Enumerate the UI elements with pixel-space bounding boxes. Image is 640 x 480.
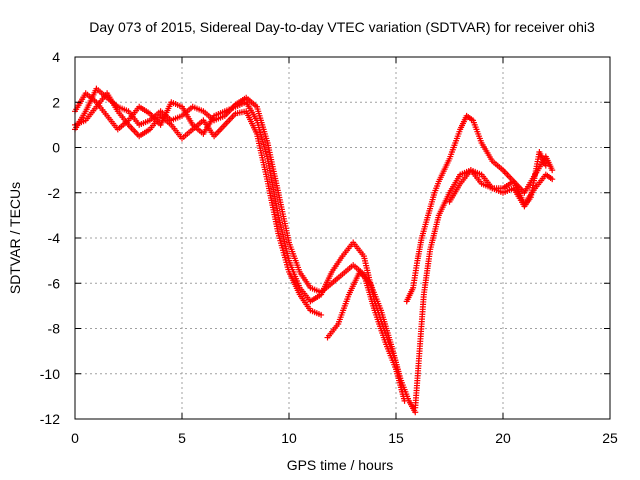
x-tick-label: 20 bbox=[495, 430, 511, 446]
x-tick-label: 0 bbox=[71, 430, 79, 446]
data-point bbox=[318, 311, 325, 318]
chart-title: Day 073 of 2015, Sidereal Day-to-day VTE… bbox=[89, 19, 595, 35]
series-points bbox=[403, 112, 556, 305]
series-points bbox=[72, 90, 406, 395]
y-tick-label: -6 bbox=[48, 275, 61, 291]
y-tick-label: 2 bbox=[52, 94, 60, 110]
x-tick-label: 5 bbox=[178, 430, 186, 446]
x-tick-label: 10 bbox=[281, 430, 297, 446]
y-tick-label: -12 bbox=[40, 411, 60, 427]
data-point bbox=[542, 162, 549, 169]
series-points bbox=[446, 149, 549, 210]
data-point bbox=[549, 167, 556, 174]
y-tick-label: 4 bbox=[52, 49, 60, 65]
y-axis-label: SDTVAR / TECUs bbox=[7, 182, 23, 294]
y-tick-label: -10 bbox=[40, 366, 60, 382]
x-tick-label: 15 bbox=[388, 430, 404, 446]
x-axis-label: GPS time / hours bbox=[287, 457, 394, 473]
y-tick-label: -8 bbox=[48, 321, 61, 337]
series-points bbox=[72, 90, 325, 318]
series-points bbox=[324, 268, 419, 416]
grid-lines bbox=[75, 57, 610, 419]
y-tick-label: -4 bbox=[48, 230, 61, 246]
x-tick-label: 25 bbox=[602, 430, 618, 446]
y-tick-label: -2 bbox=[48, 185, 61, 201]
data-points bbox=[72, 85, 556, 416]
y-tick-label: 0 bbox=[52, 140, 60, 156]
data-point bbox=[549, 176, 556, 183]
